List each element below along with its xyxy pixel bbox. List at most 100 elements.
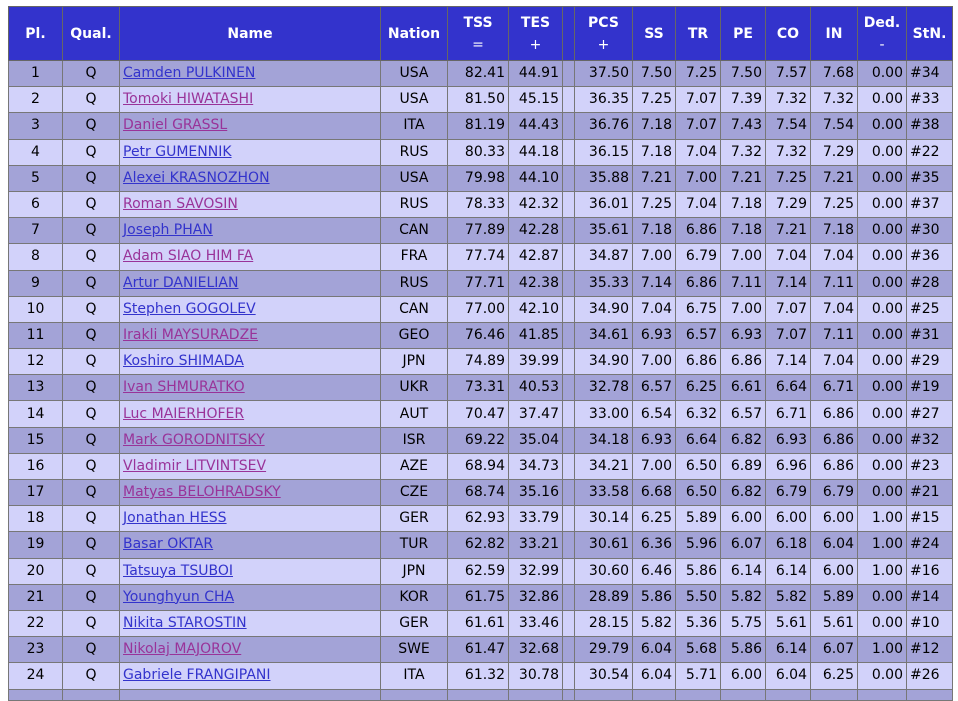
cell: 24 (8, 662, 63, 690)
cell: 36.15 (574, 138, 633, 166)
header-label: TR (687, 25, 709, 42)
cell: Q (62, 636, 120, 664)
cell: 0.00 (857, 112, 907, 140)
skater-link[interactable]: Roman SAVOSIN (123, 196, 238, 213)
cell: Irakli MAYSURADZE (119, 321, 381, 350)
skater-link[interactable]: Mark GORODNITSKY (123, 431, 265, 448)
cell: 81.19 (447, 112, 509, 140)
skater-link[interactable]: Jonathan HESS (123, 510, 227, 527)
cell: 23 (8, 636, 63, 664)
cell: 61.47 (447, 636, 509, 664)
cell: 41.85 (508, 321, 563, 350)
cell: 7.29 (765, 190, 811, 219)
cell: 6.00 (720, 662, 766, 690)
cell: 7.14 (765, 348, 811, 376)
cell: ITA (380, 662, 448, 690)
cell: 6.25 (675, 374, 721, 402)
cell: 6.50 (675, 478, 721, 507)
column-header: Pl. (8, 6, 63, 61)
cell: 3 (8, 112, 63, 140)
cell: 6.18 (765, 531, 811, 559)
result-row: 10 Q Stephen GOGOLEV CAN 77.00 42.10 34.90 7.04… (8, 295, 953, 323)
skater-link[interactable]: Adam SIAO HIM FA (123, 248, 254, 265)
skater-link[interactable]: Tatsuya TSUBOI (123, 562, 233, 579)
cell (62, 688, 120, 701)
cell: #28 (906, 269, 953, 297)
cell: 36.76 (574, 112, 633, 140)
cell: 0.00 (857, 269, 907, 297)
cell: 6.93 (632, 426, 676, 454)
cell: 6 (8, 190, 63, 219)
cell (632, 688, 676, 701)
cell: Nikolaj MAJOROV (119, 636, 381, 664)
cell: 7.21 (720, 164, 766, 192)
skater-link[interactable]: Ivan SHMURATKO (123, 379, 245, 396)
cell: 0.00 (857, 452, 907, 481)
cell: 14 (8, 400, 63, 428)
cell: 7.18 (720, 217, 766, 245)
cell: 6.50 (675, 452, 721, 481)
skater-link[interactable]: Nikolaj MAJOROV (123, 641, 242, 658)
skater-link[interactable]: Koshiro SHIMADA (123, 353, 244, 370)
skater-link[interactable]: Stephen GOGOLEV (123, 300, 256, 317)
cell: 6.36 (632, 531, 676, 559)
skater-link[interactable]: Basar OKTAR (123, 536, 214, 553)
cell: 7.54 (765, 112, 811, 140)
cell: 5.89 (675, 505, 721, 533)
cell: JPN (380, 557, 448, 585)
cell: 6.61 (720, 374, 766, 402)
skater-link[interactable]: Tomoki HIWATASHI (123, 91, 254, 108)
cell: 77.74 (447, 243, 509, 271)
skater-link[interactable]: Camden PULKINEN (123, 65, 256, 82)
skater-link[interactable]: Vladimir LITVINTSEV (123, 457, 267, 474)
skater-link[interactable]: Younghyun CHA (123, 588, 235, 605)
cell: 7.21 (765, 217, 811, 245)
skater-link[interactable]: Nikita STAROSTIN (123, 615, 247, 632)
skater-link[interactable]: Luc MAIERHOFER (123, 405, 245, 422)
cell (857, 688, 907, 701)
skater-link[interactable]: Gabriele FRANGIPANI (123, 667, 271, 684)
cell: Ivan SHMURATKO (119, 374, 381, 402)
table-body: 1 Q Camden PULKINEN USA 82.41 44.91 37.50 7.50 7… (8, 59, 953, 701)
result-row: 19 Q Basar OKTAR TUR 62.82 33.21 30.61 6.36 5.96… (8, 531, 953, 559)
cell: 6.32 (675, 400, 721, 428)
result-row: 15 Q Mark GORODNITSKY ISR 69.22 35.04 34.18 6.9… (8, 426, 953, 454)
header-sub: = (472, 36, 484, 53)
cell: Luc MAIERHOFER (119, 400, 381, 428)
cell: 6.86 (675, 217, 721, 245)
cell: 77.71 (447, 269, 509, 297)
cell: Basar OKTAR (119, 531, 381, 559)
skater-link[interactable]: Alexei KRASNOZHON (123, 169, 270, 186)
cell: 1 (8, 59, 63, 88)
cell: 78.33 (447, 190, 509, 219)
cell: 62.82 (447, 531, 509, 559)
cell: 6.96 (765, 452, 811, 481)
cell: RUS (380, 269, 448, 297)
skater-link[interactable]: Petr GUMENNIK (123, 143, 232, 160)
cell: 7.14 (765, 269, 811, 297)
cell: #36 (906, 243, 953, 271)
cell: #23 (906, 452, 953, 481)
cell: 37.47 (508, 400, 563, 428)
cell: 6.86 (720, 348, 766, 376)
skater-link[interactable]: Irakli MAYSURADZE (123, 326, 259, 343)
cell: 42.32 (508, 190, 563, 219)
cell: 6.86 (810, 426, 858, 454)
cell: 77.89 (447, 217, 509, 245)
column-header: PE (720, 6, 766, 61)
cell: 34.21 (574, 452, 633, 481)
result-row: 6 Q Roman SAVOSIN RUS 78.33 42.32 36.01 7.25 7.0… (8, 190, 953, 219)
cell: Q (62, 609, 120, 638)
skater-link[interactable]: Artur DANIELIAN (123, 274, 239, 291)
cell: 42.87 (508, 243, 563, 271)
cell: UKR (380, 374, 448, 402)
cell: 0.00 (857, 609, 907, 638)
cell: 45.15 (508, 86, 563, 114)
cell: 5.86 (675, 557, 721, 585)
cell: 10 (8, 295, 63, 323)
cell: 81.50 (447, 86, 509, 114)
cell: 6.86 (810, 452, 858, 481)
skater-link[interactable]: Matyas BELOHRADSKY (123, 484, 281, 501)
skater-link[interactable]: Joseph PHAN (123, 222, 213, 239)
skater-link[interactable]: Daniel GRASSL (123, 117, 228, 134)
